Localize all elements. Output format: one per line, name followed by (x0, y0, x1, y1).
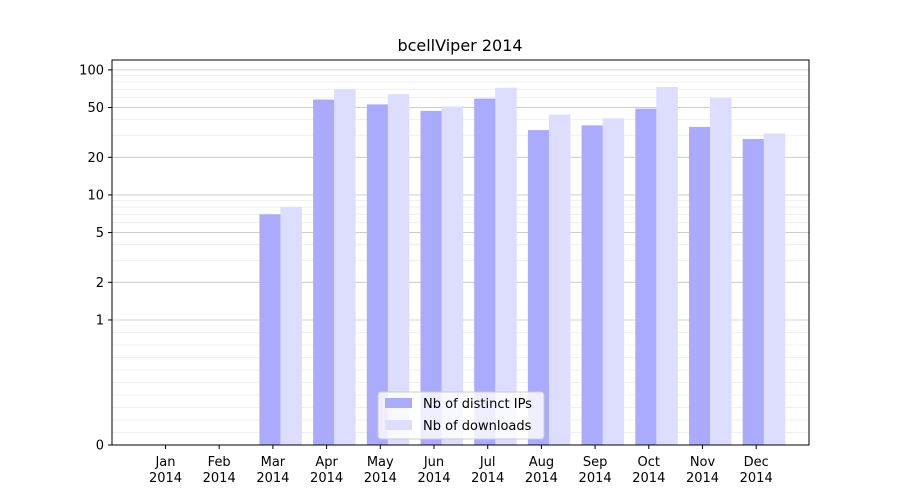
bar (474, 98, 496, 446)
x-tick-label-year: 2014 (632, 471, 665, 486)
x-tick-label-month: Apr (315, 455, 338, 470)
x-tick-label-year: 2014 (203, 471, 236, 486)
bar (420, 110, 442, 445)
legend-swatch-ips (385, 398, 412, 408)
x-tick-label-year: 2014 (686, 471, 719, 486)
x-tick-label-month: Dec (744, 455, 769, 470)
x-axis: Jan2014Feb2014Mar2014Apr2014May2014Jun20… (149, 445, 773, 486)
chart-title: bcellViper 2014 (397, 36, 522, 55)
legend-label-ips: Nb of distinct IPs (423, 397, 532, 412)
bar (366, 104, 389, 445)
x-tick-label-month: Jan (154, 455, 175, 470)
x-tick-label-year: 2014 (740, 471, 773, 486)
bar (742, 139, 765, 445)
y-tick-label: 2 (96, 276, 104, 291)
x-tick-label-month: Aug (529, 455, 554, 470)
x-tick-label-year: 2014 (149, 471, 182, 486)
bar (527, 130, 550, 445)
bar (495, 87, 517, 445)
bar (259, 214, 281, 445)
y-tick-label: 100 (79, 63, 104, 78)
bar (763, 133, 786, 445)
y-tick-label: 5 (96, 226, 104, 241)
bar (710, 97, 732, 445)
bar (313, 99, 335, 446)
bar (280, 207, 302, 445)
x-tick-label-month: Sep (583, 455, 608, 470)
bar (581, 125, 604, 445)
legend-box (377, 391, 545, 440)
bar (689, 126, 711, 446)
y-tick-label: 20 (87, 151, 104, 166)
y-axis: 0 1 2 5 10 20 50 100 (79, 63, 112, 454)
bar (548, 114, 571, 445)
x-tick-label-month: Jun (423, 455, 444, 470)
y-tick-label: 0 (96, 439, 104, 454)
x-tick-label-year: 2014 (256, 471, 289, 486)
x-tick-label-month: May (367, 455, 394, 470)
legend-label-downloads: Nb of downloads (423, 419, 532, 434)
bar (602, 118, 625, 445)
y-tick-label: 1 (96, 313, 104, 328)
bar (635, 108, 657, 445)
bar (387, 94, 410, 446)
x-tick-label-year: 2014 (471, 471, 504, 486)
x-tick-label-month: Mar (261, 455, 286, 470)
plot-frame (111, 59, 810, 446)
bar (656, 86, 678, 445)
legend-swatch-downloads (385, 420, 412, 430)
bar (334, 89, 356, 445)
x-tick-label-year: 2014 (364, 471, 397, 486)
y-tick-label: 50 (87, 101, 104, 116)
x-tick-label-month: Jul (479, 455, 496, 470)
x-tick-label-year: 2014 (579, 471, 612, 486)
x-tick-label-year: 2014 (417, 471, 450, 486)
legend: Nb of distinct IPs Nb of downloads (377, 391, 545, 440)
x-tick-label-month: Oct (638, 455, 660, 470)
bar (441, 106, 463, 445)
y-tick-label: 10 (87, 188, 104, 203)
x-tick-label-month: Feb (208, 455, 231, 470)
x-tick-label-year: 2014 (525, 471, 558, 486)
x-tick-label-year: 2014 (310, 471, 343, 486)
x-tick-label-month: Nov (690, 455, 716, 470)
bars (259, 86, 786, 446)
